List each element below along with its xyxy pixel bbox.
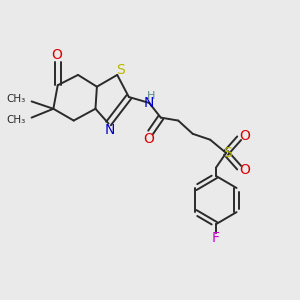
Text: S: S — [223, 146, 232, 160]
Text: S: S — [116, 63, 124, 76]
Text: CH₃: CH₃ — [7, 94, 26, 104]
Text: N: N — [105, 123, 115, 137]
Text: N: N — [143, 96, 154, 110]
Text: CH₃: CH₃ — [7, 115, 26, 125]
Text: F: F — [212, 231, 220, 245]
Text: O: O — [239, 129, 250, 143]
Text: O: O — [239, 163, 250, 177]
Text: H: H — [147, 91, 156, 101]
Text: O: O — [51, 48, 62, 62]
Text: O: O — [144, 132, 154, 146]
